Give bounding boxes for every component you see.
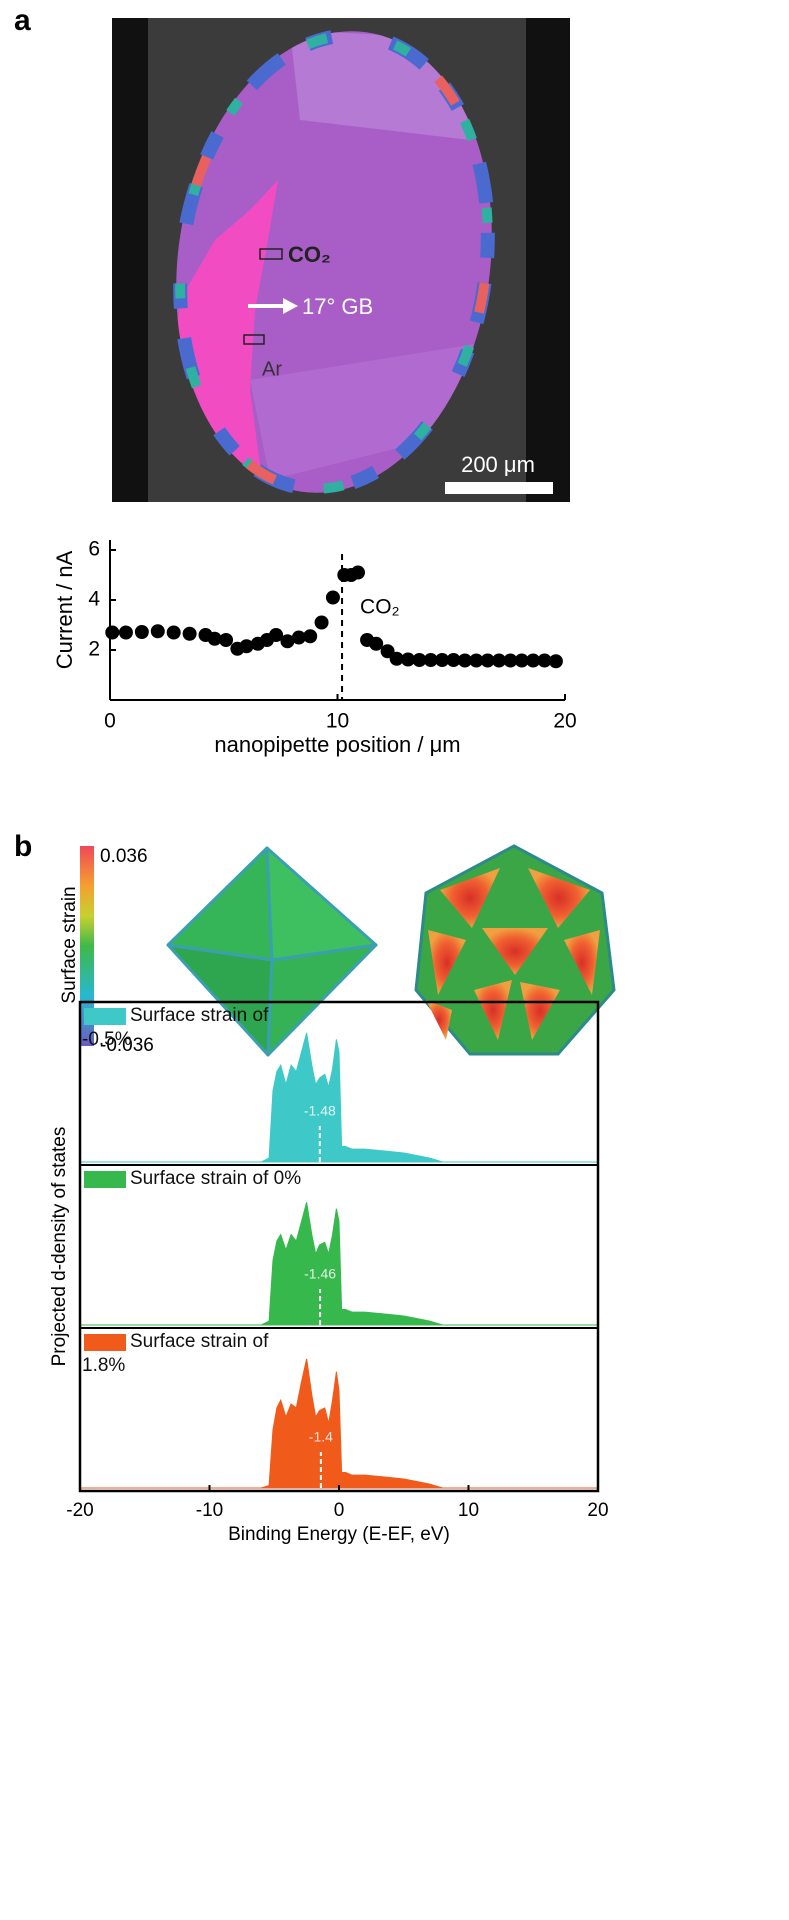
- legend-swatch: [84, 1171, 126, 1188]
- data-point: [412, 653, 427, 667]
- center-label: -1.46: [304, 1266, 336, 1282]
- x-axis-label: Binding Energy (E-EF, eV): [228, 1524, 450, 1545]
- panel-label: a: [14, 4, 31, 37]
- x-tick-label: 10: [458, 1500, 479, 1521]
- data-point: [526, 653, 541, 668]
- x-tick-label: 10: [326, 710, 349, 733]
- y-tick-label: 2: [88, 638, 100, 661]
- image-label: Ar: [262, 358, 282, 380]
- x-tick-label: 20: [553, 710, 576, 733]
- data-point: [150, 624, 165, 639]
- data-point: [548, 654, 563, 669]
- data-point: [134, 625, 149, 639]
- legend-label: Surface strain of 0%: [130, 1168, 302, 1189]
- icosahedron: [414, 844, 616, 1056]
- data-point: [423, 653, 438, 667]
- x-tick-label: -20: [66, 1500, 93, 1521]
- y-axis-label: Projected d-density of states: [49, 1127, 70, 1367]
- data-point: [514, 653, 529, 668]
- data-point: [401, 652, 416, 667]
- data-point: [446, 653, 461, 667]
- micrograph: [112, 18, 570, 502]
- data-point: [269, 628, 284, 642]
- data-point: [219, 633, 234, 647]
- legend-label: Surface strain of 1.8%: [82, 1331, 269, 1376]
- x-tick-label: 0: [104, 710, 116, 733]
- data-point: [239, 639, 254, 654]
- x-tick-label: -10: [196, 1500, 223, 1521]
- data-point: [325, 590, 340, 605]
- density-area: [80, 1358, 598, 1489]
- density-area: [80, 1202, 598, 1326]
- y-axis-label: Current / nA: [52, 550, 77, 669]
- data-point: [166, 625, 181, 640]
- center-label: -1.4: [309, 1429, 333, 1445]
- data-point: [537, 653, 552, 668]
- colorbar-min: -0.036: [100, 1035, 154, 1056]
- legend-swatch: [84, 1008, 126, 1025]
- data-point: [207, 631, 222, 646]
- octahedron: [166, 846, 378, 1057]
- data-point: [303, 629, 318, 644]
- image-label: CO₂: [288, 242, 331, 267]
- colorbar: [80, 846, 94, 1046]
- legend-label: Surface strain of -0.5%: [82, 1005, 269, 1050]
- data-point: [280, 634, 295, 649]
- data-point: [350, 565, 365, 580]
- data-point: [435, 653, 450, 667]
- colorbar-label: Surface strain: [59, 886, 80, 1003]
- x-tick-label: 0: [334, 1500, 345, 1521]
- data-point: [314, 615, 329, 630]
- x-axis-label: nanopipette position / μm: [214, 732, 460, 757]
- colorbar-max: 0.036: [100, 846, 148, 867]
- center-label: -1.48: [304, 1103, 336, 1119]
- data-point: [118, 625, 133, 640]
- data-point: [291, 630, 306, 645]
- annotation: CO₂: [360, 596, 400, 619]
- data-point: [492, 653, 507, 668]
- data-point: [105, 625, 120, 640]
- data-point: [480, 653, 495, 668]
- data-point: [389, 651, 404, 666]
- legend-swatch: [84, 1334, 126, 1351]
- image-label: 17° GB: [302, 294, 373, 319]
- data-point: [457, 653, 472, 668]
- x-tick-label: 20: [587, 1500, 608, 1521]
- y-tick-label: 4: [88, 588, 100, 611]
- scale-bar-label: 200 μm: [461, 452, 535, 477]
- data-point: [182, 626, 197, 641]
- data-point: [469, 653, 484, 668]
- data-point: [369, 636, 384, 651]
- y-tick-label: 6: [88, 538, 100, 561]
- data-point: [503, 653, 518, 668]
- density-area: [80, 1032, 598, 1163]
- panel-label: b: [14, 830, 32, 863]
